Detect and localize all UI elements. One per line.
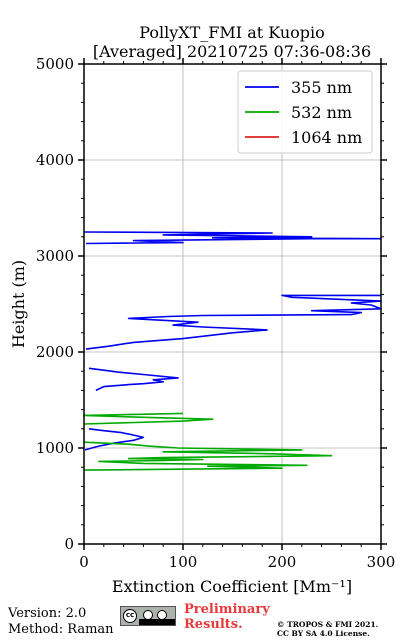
x-tick-label: 200 (268, 553, 297, 571)
preliminary-line-1: Preliminary (184, 602, 270, 617)
legend-box (237, 70, 373, 154)
legend-label: 1064 nm (291, 128, 362, 147)
y-tick-label: 0 (64, 535, 74, 553)
x-tick-label: 300 (367, 553, 396, 571)
series-line-532-nm (83, 412, 333, 471)
y-tick-label: 2000 (36, 343, 74, 361)
copyright-line-2: CC BY SA 4.0 License. (277, 629, 370, 638)
x-axis-label: Extinction Coefficient [Mm⁻¹] (112, 577, 352, 596)
cc-icon: cc (123, 609, 137, 623)
y-axis-label: Height (m) (9, 260, 28, 348)
chart-title: PollyXT_FMI at Kuopio (139, 23, 325, 42)
legend: 355 nm 532 nm 1064 nm (237, 70, 373, 154)
series-lines (83, 231, 382, 471)
preliminary-line-2: Results. (184, 617, 243, 632)
copyright-line-1: © TROPOS & FMI 2021. (277, 620, 379, 629)
copyright-notice: © TROPOS & FMI 2021. CC BY SA 4.0 Licens… (277, 620, 378, 638)
method-text: Method: Raman (8, 622, 114, 637)
y-tick-label: 1000 (36, 439, 74, 457)
series-line-355-nm (83, 231, 382, 451)
chart-subtitle: [Averaged] 20210725 07:36-08:36 (93, 42, 371, 61)
preliminary-label: Preliminary Results. (184, 602, 270, 632)
legend-label: 532 nm (291, 103, 352, 122)
x-tick-label: 100 (169, 553, 198, 571)
y-tick-label: 4000 (36, 151, 74, 169)
y-tick-label: 3000 (36, 247, 74, 265)
version-text: Version: 2.0 (8, 606, 87, 621)
legend-label: 355 nm (291, 78, 352, 97)
y-tick-label: 5000 (36, 55, 74, 73)
license-strip (139, 619, 175, 625)
plot-frame (83, 63, 382, 545)
x-tick-label: 0 (79, 553, 89, 571)
cc-license-badge: cc (120, 606, 176, 626)
